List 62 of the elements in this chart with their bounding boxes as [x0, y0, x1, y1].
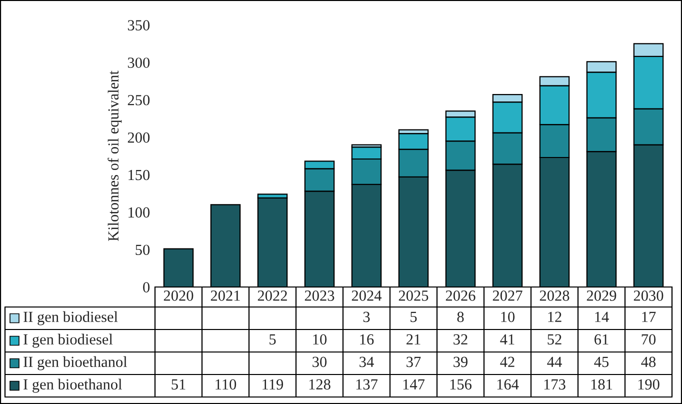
data-label: 181: [591, 379, 612, 390]
y-axis-title: Kilotonnes of oil equivalent: [108, 70, 122, 242]
data-label: 48: [641, 356, 656, 368]
data-label: 51: [172, 379, 186, 390]
data-label: 45: [594, 356, 609, 368]
x-tick-label: 2028: [540, 290, 570, 301]
data-label: 17: [642, 312, 656, 322]
x-tick-label: 2025: [398, 290, 428, 301]
x-tick-label: 2026: [446, 290, 476, 301]
x-tick-label: 2023: [304, 290, 334, 301]
x-tick-label: 2029: [586, 290, 616, 301]
data-label: 70: [642, 334, 656, 345]
y-tick-label: 100: [128, 207, 150, 218]
legend-label: I gen bioethanol: [24, 378, 122, 393]
data-label: 156: [450, 379, 472, 390]
x-tick-label: 2020: [164, 290, 194, 301]
y-tick-label: 200: [128, 132, 150, 143]
data-label: 42: [500, 356, 514, 367]
data-label: 34: [360, 356, 374, 368]
data-label: 147: [403, 379, 425, 390]
data-label: 39: [454, 356, 468, 368]
bar: [163, 248, 194, 287]
data-label: 52: [548, 334, 562, 345]
data-label: 41: [500, 334, 514, 344]
x-tick-label: 2022: [258, 290, 287, 301]
data-label: 30: [312, 356, 327, 368]
data-label: 128: [309, 379, 330, 390]
data-label: 10: [313, 334, 327, 345]
x-tick-label: 2027: [492, 290, 522, 301]
data-label: 5: [270, 334, 276, 345]
y-tick-label: 50: [136, 244, 150, 256]
x-tick-label: 2024: [352, 290, 382, 301]
x-tick-label: 2021: [210, 290, 240, 301]
data-label: 8: [457, 312, 464, 322]
data-label: 190: [638, 379, 660, 390]
data-label: 12: [548, 312, 562, 322]
x-tick-label: 2030: [634, 290, 664, 301]
data-label: 110: [216, 379, 236, 390]
data-label: 14: [595, 312, 609, 322]
data-label: 37: [406, 356, 421, 368]
legend-label: II gen biodiesel: [24, 311, 118, 326]
bar: [257, 197, 288, 287]
data-label: 5: [410, 312, 417, 322]
data-label: 164: [497, 379, 519, 390]
data-label: 119: [262, 379, 284, 390]
data-label: 44: [547, 356, 562, 367]
data-label: 3: [363, 312, 370, 322]
y-tick-label: 300: [128, 58, 150, 68]
data-label: 16: [360, 334, 374, 345]
legend-label: I gen biodiesel: [24, 334, 113, 348]
y-tick-label: 250: [128, 95, 150, 106]
data-label: 173: [544, 379, 566, 390]
data-label: 10: [501, 312, 515, 322]
data-label: 137: [356, 379, 378, 390]
bar: [210, 204, 241, 287]
data-label: 21: [406, 334, 420, 344]
y-tick-label: 0: [143, 282, 150, 292]
legend-label: II gen bioethanol: [24, 356, 128, 370]
data-label: 32: [454, 334, 468, 345]
data-label: 61: [594, 334, 608, 345]
y-tick-label: 350: [128, 20, 150, 30]
y-tick-label: 150: [128, 170, 150, 180]
